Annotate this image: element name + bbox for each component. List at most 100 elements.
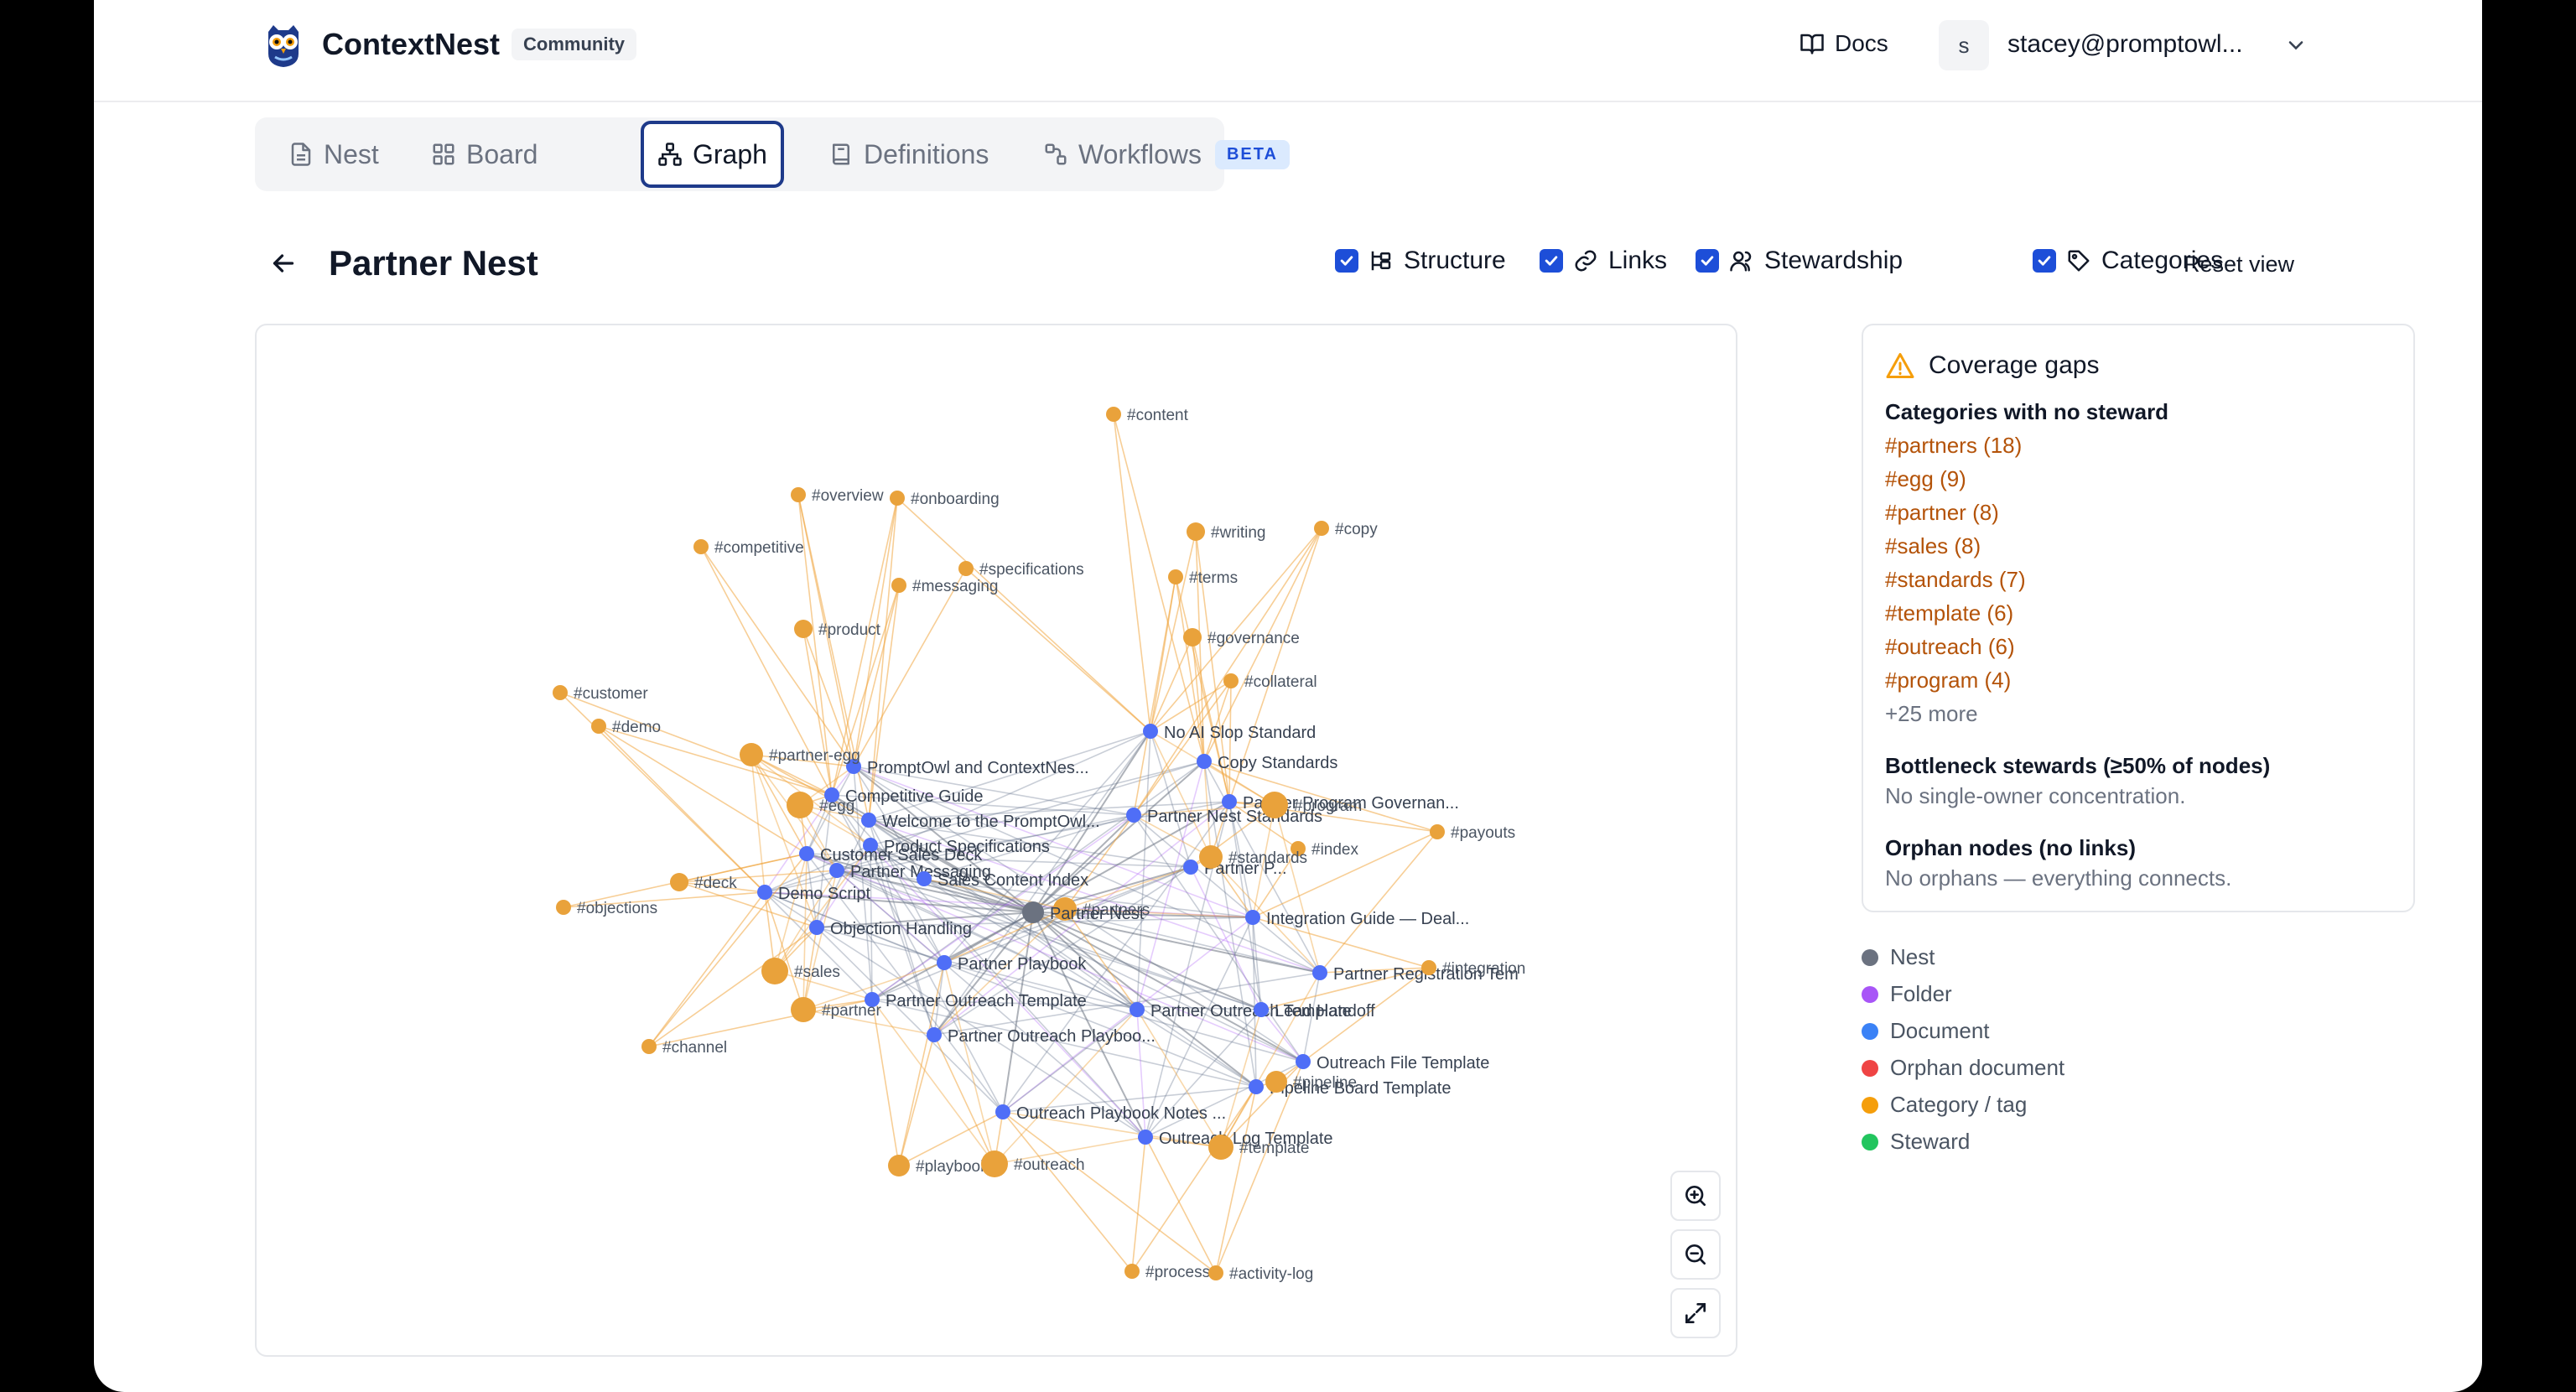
document-node[interactable] bbox=[809, 920, 824, 935]
zoom-out-button[interactable] bbox=[1670, 1229, 1721, 1280]
no-steward-category[interactable]: #partners (18) bbox=[1885, 433, 2023, 458]
category-node[interactable] bbox=[891, 578, 906, 593]
document-node[interactable] bbox=[1130, 1002, 1145, 1017]
structure-checkbox[interactable] bbox=[1335, 249, 1358, 273]
category-node[interactable] bbox=[1053, 897, 1077, 921]
no-steward-category[interactable]: #standards (7) bbox=[1885, 567, 2026, 592]
category-node[interactable] bbox=[1106, 407, 1121, 422]
toggle-links[interactable]: Links bbox=[1540, 247, 1667, 275]
category-node[interactable] bbox=[1421, 960, 1436, 975]
fit-to-screen-button[interactable] bbox=[1670, 1288, 1721, 1338]
category-node[interactable] bbox=[1430, 824, 1445, 839]
toggle-categories[interactable]: Categories bbox=[2033, 247, 2223, 275]
document-node[interactable] bbox=[846, 759, 861, 774]
category-node[interactable] bbox=[670, 873, 688, 891]
document-node[interactable] bbox=[865, 992, 880, 1007]
category-node[interactable] bbox=[1124, 1264, 1140, 1279]
nest-node[interactable] bbox=[1022, 901, 1044, 923]
document-node[interactable] bbox=[757, 885, 772, 900]
document-node[interactable] bbox=[995, 1104, 1010, 1119]
legend-dot bbox=[1862, 1059, 1878, 1077]
tab-nest-label: Nest bbox=[324, 138, 379, 169]
category-node[interactable] bbox=[787, 792, 813, 818]
document-node[interactable] bbox=[1126, 808, 1141, 823]
tab-graph[interactable]: Graph bbox=[641, 121, 784, 188]
category-node[interactable] bbox=[888, 1155, 910, 1176]
toggle-structure[interactable]: Structure bbox=[1335, 247, 1506, 275]
tab-board[interactable]: Board bbox=[418, 121, 551, 188]
category-node[interactable] bbox=[1187, 522, 1205, 541]
category-node[interactable] bbox=[1261, 792, 1288, 818]
category-node[interactable] bbox=[740, 743, 763, 766]
category-node[interactable] bbox=[1168, 569, 1183, 584]
docs-link[interactable]: Docs bbox=[1800, 30, 1888, 57]
tab-workflows[interactable]: Workflows BETA bbox=[1030, 121, 1303, 188]
categories-checkbox[interactable] bbox=[2033, 249, 2056, 273]
category-node[interactable] bbox=[791, 997, 816, 1022]
document-node[interactable] bbox=[1312, 965, 1327, 980]
links-checkbox[interactable] bbox=[1540, 249, 1563, 273]
document-node[interactable] bbox=[1197, 754, 1212, 769]
tab-definitions[interactable]: Definitions bbox=[815, 121, 1002, 188]
document-node[interactable] bbox=[824, 787, 839, 802]
document-node[interactable] bbox=[1222, 794, 1237, 809]
document-node[interactable] bbox=[917, 871, 932, 886]
back-arrow-icon[interactable] bbox=[268, 248, 299, 278]
document-node[interactable] bbox=[799, 846, 814, 861]
toggle-stewardship[interactable]: Stewardship bbox=[1696, 247, 1903, 275]
file-icon bbox=[291, 143, 311, 166]
category-node[interactable] bbox=[1314, 521, 1329, 536]
app-name[interactable]: ContextNest bbox=[322, 27, 501, 61]
document-node[interactable] bbox=[863, 838, 878, 853]
graph-edge bbox=[1136, 1009, 1146, 1138]
no-steward-category[interactable]: #partner (8) bbox=[1885, 500, 1999, 525]
document-node[interactable] bbox=[1245, 910, 1260, 925]
category-node[interactable] bbox=[1291, 841, 1306, 856]
document-node[interactable] bbox=[927, 1027, 942, 1042]
category-node[interactable] bbox=[981, 1150, 1008, 1177]
category-node[interactable] bbox=[791, 487, 806, 502]
document-node[interactable] bbox=[1249, 1079, 1264, 1094]
document-node[interactable] bbox=[829, 863, 844, 878]
graph-canvas[interactable]: No AI Slop Standard PromptOwl and Context… bbox=[255, 324, 1737, 1357]
category-node[interactable] bbox=[1265, 1071, 1287, 1093]
tab-nest[interactable]: Nest bbox=[275, 121, 392, 188]
no-steward-category[interactable]: #sales (8) bbox=[1885, 533, 1981, 558]
user-avatar[interactable]: s bbox=[1939, 20, 1989, 70]
category-node[interactable] bbox=[1183, 628, 1202, 647]
document-node[interactable] bbox=[1254, 1002, 1269, 1017]
category-node[interactable] bbox=[591, 719, 606, 734]
document-node[interactable] bbox=[861, 813, 876, 828]
zoom-in-button[interactable] bbox=[1670, 1171, 1721, 1221]
document-node[interactable] bbox=[1183, 860, 1198, 875]
graph-edge bbox=[764, 891, 1254, 918]
no-steward-category[interactable]: #template (6) bbox=[1885, 600, 2014, 626]
document-node[interactable] bbox=[1143, 724, 1158, 739]
category-node[interactable] bbox=[556, 900, 571, 915]
category-node[interactable] bbox=[794, 620, 813, 638]
chevron-down-icon[interactable] bbox=[2284, 34, 2308, 57]
more-categories-link[interactable]: +25 more bbox=[1885, 701, 1978, 726]
category-node[interactable] bbox=[890, 491, 905, 506]
no-steward-category[interactable]: #outreach (6) bbox=[1885, 634, 2015, 659]
stewardship-checkbox[interactable] bbox=[1696, 249, 1719, 273]
reset-view-button[interactable]: Reset view bbox=[2184, 252, 2295, 277]
document-node[interactable] bbox=[937, 955, 952, 970]
category-node[interactable] bbox=[1208, 1135, 1233, 1160]
category-node[interactable] bbox=[1199, 845, 1223, 869]
category-node[interactable] bbox=[1223, 673, 1239, 688]
document-node[interactable] bbox=[1296, 1054, 1311, 1069]
no-steward-category[interactable]: #program (4) bbox=[1885, 667, 2012, 693]
graph-svg[interactable]: No AI Slop Standard PromptOwl and Context… bbox=[257, 325, 1736, 1355]
category-node[interactable] bbox=[761, 958, 788, 984]
category-node[interactable] bbox=[958, 561, 974, 576]
no-steward-category[interactable]: #egg (9) bbox=[1885, 466, 1966, 491]
graph-edge bbox=[868, 819, 935, 1036]
category-node[interactable] bbox=[553, 685, 568, 700]
category-node[interactable] bbox=[641, 1039, 657, 1054]
category-node[interactable] bbox=[1208, 1265, 1223, 1280]
category-node-label: #demo bbox=[612, 719, 661, 736]
document-node[interactable] bbox=[1138, 1130, 1153, 1145]
user-email[interactable]: stacey@promptowl... bbox=[2007, 30, 2243, 58]
category-node[interactable] bbox=[693, 539, 709, 554]
